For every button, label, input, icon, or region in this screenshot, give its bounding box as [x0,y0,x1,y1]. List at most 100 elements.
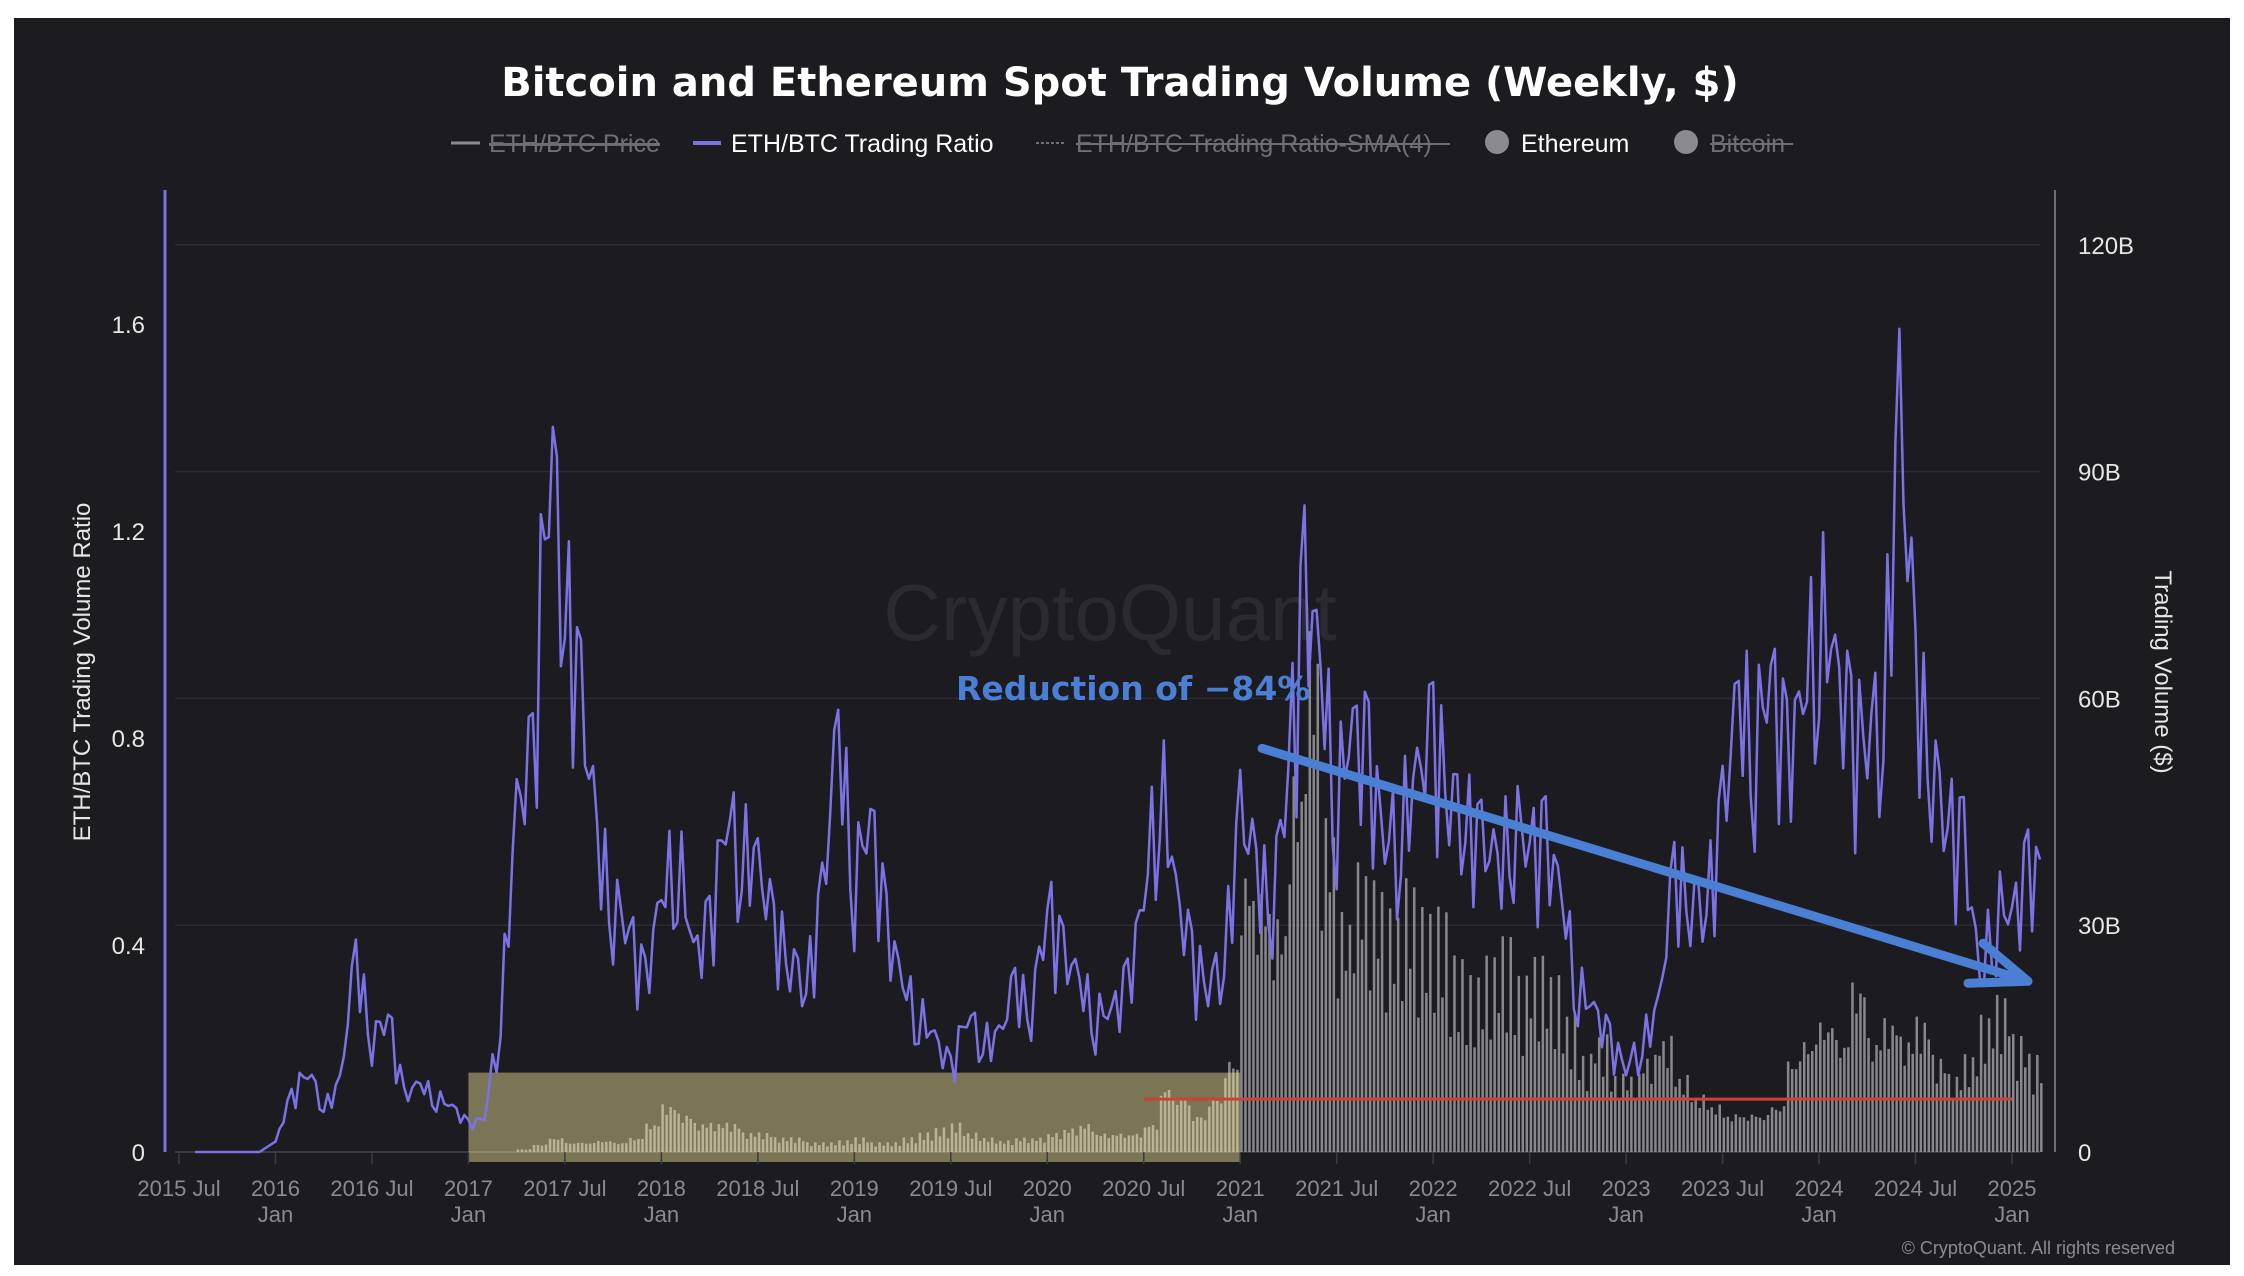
ethereum-volume-bar [1967,1087,1971,1152]
ethereum-volume-bar [1883,1018,1886,1152]
ethereum-volume-bar [1324,818,1328,1152]
ethereum-volume-bar [1304,793,1308,1152]
legend-item-bitcoin[interactable]: Bitcoin [1674,130,1793,158]
ethereum-volume-bar [1071,1128,1074,1152]
x-tick-label: 2015 Jul [137,1176,220,1201]
ethereum-volume-bar [1441,997,1444,1152]
ethereum-volume-bar [769,1137,773,1152]
ethereum-volume-bar [1618,1100,1621,1152]
ethereum-volume-bar [1545,1028,1549,1152]
ethereum-volume-bar [588,1143,592,1152]
ethereum-volume-bar [761,1139,765,1152]
ethereum-volume-bar [1573,1014,1577,1152]
ethereum-volume-bar [1899,1036,1902,1152]
ethereum-volume-bar [1183,1099,1187,1152]
ethereum-volume-bar [970,1138,974,1152]
right-tick-label: 60B [2078,686,2121,713]
right-axis-ticks: 0 30B 60B 90B 120B [2078,233,2134,1167]
ethereum-volume-bar [898,1145,901,1152]
ethereum-volume-bar [1328,892,1332,1152]
ethereum-volume-bar [609,1141,612,1152]
ethereum-volume-bar [1770,1107,1774,1152]
ethereum-volume-bar [1425,992,1428,1152]
x-tick-sublabel: Jan [837,1202,872,1227]
ethereum-volume-bar [733,1123,737,1152]
ethereum-volume-bar [721,1128,725,1152]
copyright: © CryptoQuant. All rights reserved [1902,1238,2175,1258]
ethereum-volume-bar [1481,1029,1484,1152]
ethereum-volume-bar [1087,1123,1090,1152]
ethereum-volume-bar [906,1143,910,1152]
ethereum-volume-bar [1179,1100,1183,1152]
ethereum-volume-bar [532,1144,536,1152]
ethereum-volume-bar [1396,917,1400,1152]
ethereum-volume-bar [1485,955,1488,1152]
ethereum-volume-bar [1376,958,1380,1152]
ethereum-volume-bar [737,1128,741,1152]
ethereum-volume-bar [1256,954,1259,1152]
ethereum-volume-bar [1264,926,1267,1152]
ethereum-volume-bar [653,1125,656,1152]
ethereum-volume-bar [709,1122,713,1152]
ethereum-volume-bar [1228,1061,1231,1152]
ethereum-volume-bar [1971,1057,1975,1152]
ethereum-volume-bar [625,1143,628,1152]
ethereum-volume-bar [685,1115,688,1152]
ethereum-volume-bar [1975,1076,1979,1152]
ethereum-volume-bar [938,1136,942,1152]
ethereum-volume-bar [1513,1035,1517,1152]
ethereum-volume-bar [1927,1039,1931,1152]
ethereum-volume-bar [910,1137,914,1152]
ethereum-volume-bar [705,1127,709,1152]
ethereum-volume-bar [1569,1069,1573,1152]
ethereum-volume-bar [1622,1073,1625,1152]
ethereum-volume-bar [1437,906,1440,1152]
x-tick-label: 2018 Jul [716,1176,799,1201]
ethereum-volume-bar [1766,1114,1770,1152]
ethereum-volume-bar [902,1137,906,1152]
ethereum-volume-bar [516,1149,520,1152]
ethereum-volume-bar [1730,1121,1734,1152]
legend-item-eth-btc-price[interactable]: ETH/BTC Price [451,130,660,158]
ethereum-volume-bar [1999,1054,2003,1152]
chart-title: Bitcoin and Ethereum Spot Trading Volume… [501,60,1739,106]
ethereum-volume-bar [1131,1135,1135,1152]
ethereum-volume-bar [1489,1039,1492,1152]
legend-item-eth-btc-trading-ratio[interactable]: ETH/BTC Trading Ratio [693,130,994,158]
ethereum-volume-bar [1859,993,1862,1152]
ethereum-volume-bar [605,1141,608,1152]
ethereum-volume-bar [1819,1022,1822,1152]
ethereum-volume-bar [1015,1138,1018,1152]
ethereum-volume-bar [520,1149,524,1152]
legend-item-ethereum[interactable]: Ethereum [1485,130,1629,158]
ethereum-volume-bar [1754,1116,1758,1152]
ethereum-volume-bar [1750,1114,1754,1152]
ethereum-volume-bar [1565,1016,1569,1152]
ethereum-volume-bar [1187,1105,1191,1152]
ethereum-volume-bar [802,1141,805,1152]
ethereum-volume-bar [1405,878,1408,1152]
ethereum-volume-bar [2028,1053,2031,1152]
ethereum-volume-bar [524,1149,528,1152]
ethereum-volume-bar [1147,1126,1151,1152]
ethereum-volume-bar [874,1146,877,1152]
ethereum-volume-bar [1119,1133,1123,1152]
ethereum-volume-bar [1871,1061,1874,1152]
ethereum-volume-bar [1493,957,1496,1152]
ethereum-volume-bar [1666,1068,1669,1152]
ethereum-volume-bar [1646,1058,1649,1152]
ethereum-volume-bar [1561,1053,1565,1152]
legend-item-sma[interactable]: ETH/BTC Trading Ratio-SMA(4) [1036,130,1450,158]
ethereum-volume-bar [946,1138,950,1152]
ethereum-volume-bar [1614,1076,1617,1152]
ethereum-volume-bar [1935,1083,1939,1152]
x-tick-label: 2019 Jul [909,1176,992,1201]
ethereum-volume-bar [1983,1063,1987,1152]
right-axis-title: Trading Volume ($) [2149,570,2176,773]
x-tick-label: 2017 Jul [523,1176,606,1201]
ethereum-volume-bar [564,1143,568,1152]
ethereum-volume-bar [1895,1035,1898,1152]
ethereum-volume-bar [1372,880,1376,1152]
ethereum-volume-bar [922,1139,926,1152]
